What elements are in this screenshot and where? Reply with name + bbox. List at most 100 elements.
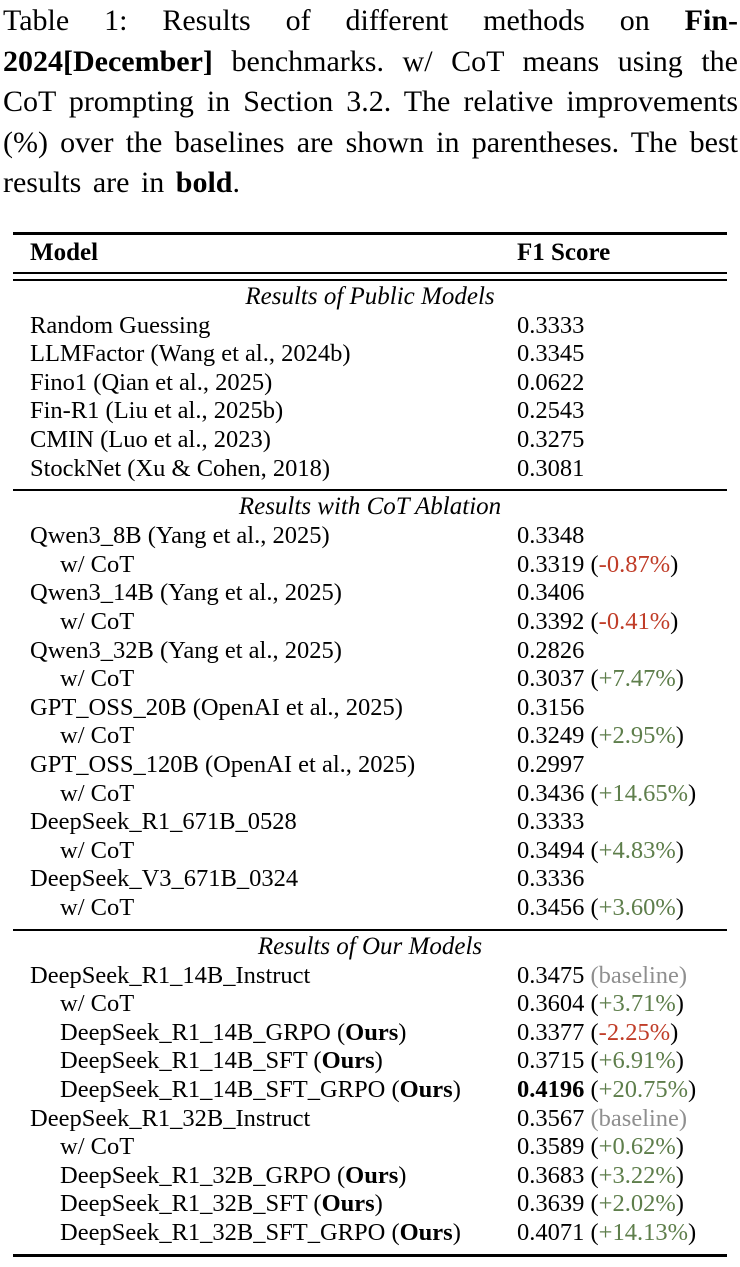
f1-score-value: 0.3275: [517, 426, 585, 454]
score-note: (-2.25%): [590, 1018, 679, 1046]
ours-label: Ours: [345, 1018, 399, 1046]
ours-label: Ours: [345, 1161, 399, 1189]
table-row: DeepSeek_R1_14B_Instruct 0.3475 (baseline…: [13, 962, 727, 991]
f1-score-value: 0.3715: [517, 1047, 585, 1075]
model-name-cell: DeepSeek_R1_32B_SFT_GRPO (Ours): [60, 1218, 461, 1246]
table-row: Fino1 (Qian et al., 2025) 0.0622: [13, 369, 727, 398]
section-divider-rule: [13, 489, 727, 492]
model-name-cell: DeepSeek_R1_671B_0528: [30, 808, 297, 836]
score-note: (+0.62%): [590, 1133, 684, 1161]
f1-score-value: 0.0622: [517, 368, 585, 396]
table-row: w/ CoT 0.3249 (+2.95%): [13, 722, 727, 751]
table-row: DeepSeek_R1_32B_Instruct 0.3567 (baseline…: [13, 1105, 727, 1134]
f1-score-value: 0.3081: [517, 454, 585, 482]
score-note-percent: -0.87%: [598, 550, 671, 578]
f1-score-cell: 0.4196 (+20.75%): [517, 1076, 727, 1105]
section-title: Results of Public Models: [245, 282, 495, 310]
f1-score-cell: 0.3494 (+4.83%): [517, 837, 727, 866]
f1-score-cell: 0.3436 (+14.65%): [517, 780, 727, 809]
f1-score-cell: 0.2543: [517, 397, 727, 426]
f1-score-value: 0.3589: [517, 1133, 585, 1161]
section-title: Results with CoT Ablation: [238, 493, 502, 521]
table-row: Fin-R1 (Liu et al., 2025b) 0.2543: [13, 397, 727, 426]
ours-label: Ours: [321, 1190, 375, 1218]
f1-score-cell: 0.3589 (+0.62%): [517, 1133, 727, 1162]
f1-score-cell: 0.3715 (+6.91%): [517, 1047, 727, 1076]
score-note: (+14.13%): [590, 1218, 697, 1246]
f1-score-cell: 0.2826: [517, 637, 727, 666]
f1-score-cell: 0.3348: [517, 522, 727, 551]
f1-score-cell: 0.3639 (+2.02%): [517, 1190, 727, 1219]
model-name-cell: GPT_OSS_120B (OpenAI et al., 2025): [30, 751, 416, 778]
f1-score-value: 0.3639: [517, 1190, 585, 1218]
model-name-cell: DeepSeek_R1_14B_SFT (Ours): [60, 1047, 383, 1075]
table-header-row: Model F1 Score: [13, 235, 727, 272]
f1-score-cell: 0.4071 (+14.13%): [517, 1219, 727, 1248]
ours-label: Ours: [399, 1218, 453, 1246]
column-header-model: Model: [30, 239, 99, 267]
f1-score-cell: 0.3319 (-0.87%): [517, 551, 727, 580]
model-name-cell: Random Guessing: [30, 311, 211, 339]
model-name-cell: CMIN (Luo et al., 2023): [30, 426, 271, 454]
table-row: GPT_OSS_20B (OpenAI et al., 2025) 0.3156: [13, 694, 727, 723]
f1-score-cell: 0.3081: [517, 455, 727, 484]
model-name-cell: DeepSeek_R1_14B_SFT_GRPO (Ours): [60, 1075, 461, 1103]
table-row: DeepSeek_R1_32B_SFT (Ours) 0.3639 (+2.02%…: [13, 1190, 727, 1219]
model-name-cell: w/ CoT: [60, 608, 135, 636]
table-row: DeepSeek_R1_32B_GRPO (Ours) 0.3683 (+3.22…: [13, 1162, 727, 1191]
f1-score-cell: 0.3345: [517, 340, 727, 369]
ours-label: Ours: [399, 1075, 453, 1103]
model-name-cell: DeepSeek_R1_14B_Instruct: [30, 961, 311, 989]
score-note: (+20.75%): [590, 1075, 697, 1103]
f1-score-value: 0.3604: [517, 990, 585, 1018]
score-note-percent: +2.02%: [598, 1190, 676, 1218]
f1-score-cell: 0.3683 (+3.22%): [517, 1162, 727, 1191]
score-note-percent: +4.83%: [598, 836, 676, 864]
f1-score-cell: 0.3333: [517, 312, 727, 341]
model-name-cell: DeepSeek_R1_14B_GRPO (Ours): [60, 1018, 407, 1046]
model-name-cell: LLMFactor (Wang et al., 2024b): [30, 340, 351, 368]
f1-score-cell: 0.3567 (baseline): [517, 1105, 727, 1134]
model-name-cell: DeepSeek_R1_32B_SFT (Ours): [60, 1190, 383, 1218]
model-name-cell: DeepSeek_V3_671B_0324: [30, 865, 299, 893]
score-note: (-0.41%): [590, 608, 679, 636]
table-row: DeepSeek_R1_32B_SFT_GRPO (Ours) 0.4071 (+…: [13, 1219, 727, 1248]
f1-score-value: 0.3456: [517, 893, 585, 921]
table-top-rule: [13, 231, 727, 235]
score-note: (+6.91%): [590, 1047, 684, 1075]
table-row: CMIN (Luo et al., 2023) 0.3275: [13, 426, 727, 455]
model-name-cell: w/ CoT: [60, 722, 135, 750]
table-row: StockNet (Xu & Cohen, 2018) 0.3081: [13, 455, 727, 484]
table-body: Results of Public Models Random Guessing 0…: [13, 281, 727, 1248]
f1-score-value: 0.2826: [517, 636, 585, 664]
f1-score-cell: 0.3406: [517, 579, 727, 608]
score-note: (+3.71%): [590, 990, 684, 1018]
f1-score-cell: 0.3275: [517, 426, 727, 455]
f1-score-value: 0.3319: [517, 550, 585, 578]
f1-score-value: 0.3392: [517, 608, 585, 636]
model-name-cell: DeepSeek_R1_32B_Instruct: [30, 1104, 311, 1132]
model-name-cell: w/ CoT: [60, 893, 135, 921]
f1-score-value: 0.3683: [517, 1161, 585, 1189]
results-table: Model F1 Score Results of Public Models R…: [13, 231, 727, 1257]
model-name-cell: Qwen3_14B (Yang et al., 2025): [30, 579, 342, 607]
score-note-percent: +14.13%: [598, 1218, 689, 1246]
table-row: w/ CoT 0.3604 (+3.71%): [13, 990, 727, 1019]
caption-text-1: Table 1: Results of different methods on: [3, 4, 685, 37]
model-name-cell: Fin-R1 (Liu et al., 2025b): [30, 397, 284, 425]
f1-score-value: 0.3333: [517, 808, 585, 836]
table-row: DeepSeek_R1_14B_GRPO (Ours) 0.3377 (-2.25…: [13, 1019, 727, 1048]
f1-score-cell: 0.3156: [517, 694, 727, 723]
score-note-percent: +14.65%: [598, 779, 689, 807]
f1-score-value: 0.3494: [517, 836, 585, 864]
f1-score-cell: 0.3475 (baseline): [517, 962, 727, 991]
table-bottom-rule: [13, 1253, 727, 1257]
f1-score-cell: 0.2997: [517, 751, 727, 780]
score-note-percent: +3.22%: [598, 1161, 676, 1189]
caption-benchmark-name: Fin-2024[December]: [3, 4, 738, 78]
caption-bold-word: bold: [175, 166, 233, 199]
f1-score-value: 0.3156: [517, 693, 585, 721]
caption-text-2: benchmarks. w/ CoT means using the CoT p…: [3, 44, 738, 200]
score-note: (+2.02%): [590, 1190, 684, 1218]
f1-score-cell: 0.3456 (+3.60%): [517, 894, 727, 923]
